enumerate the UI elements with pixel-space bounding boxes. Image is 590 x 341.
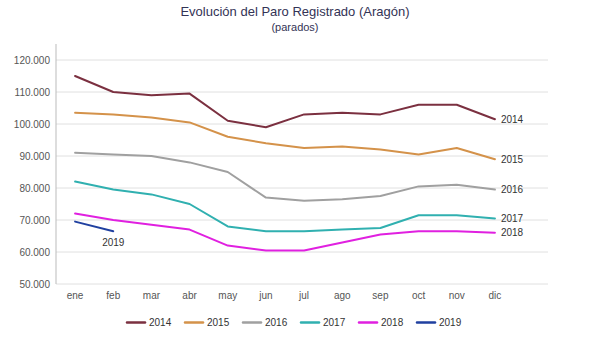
legend-label: 2017 — [323, 317, 346, 328]
grid-line — [56, 252, 548, 253]
y-tick-label: 50.000 — [19, 279, 50, 290]
y-tick-label: 70.000 — [19, 215, 50, 226]
annotation: 2017 — [501, 213, 524, 224]
x-tick-label: ene — [67, 290, 84, 301]
x-tick-label: jul — [298, 290, 309, 301]
series-line — [75, 222, 113, 232]
legend: 2014 2015 2016 2017 2018 2019 — [127, 317, 462, 328]
x-tick-label: feb — [106, 290, 120, 301]
legend-swatch — [243, 321, 261, 324]
legend-label: 2014 — [149, 317, 172, 328]
annotation: 2014 — [501, 114, 524, 125]
y-tick-label: 110.000 — [15, 87, 51, 98]
y-tick-label: 60.000 — [19, 247, 50, 258]
title: Evolución del Paro Registrado (Aragón) — [180, 4, 409, 19]
x-tick-label: mar — [143, 290, 161, 301]
y-tick-label: 80.000 — [19, 183, 50, 194]
x-tick-label: oct — [412, 290, 426, 301]
legend-label: 2016 — [265, 317, 288, 328]
legend-swatch — [185, 321, 203, 324]
legend-label: 2018 — [381, 317, 404, 328]
grid-line — [56, 124, 548, 125]
legend-swatch — [127, 321, 145, 324]
x-tick-label: nov — [449, 290, 465, 301]
grid — [56, 60, 548, 284]
legend-label: 2015 — [207, 317, 230, 328]
y-tick-label: 90.000 — [19, 151, 50, 162]
legend-swatch — [417, 321, 435, 324]
y-axis-line — [56, 44, 57, 284]
lines — [75, 76, 495, 250]
x-tick-label: sep — [372, 290, 389, 301]
y-tick-label: 120.000 — [14, 55, 51, 66]
legend-swatch — [301, 321, 319, 324]
series-line — [75, 113, 495, 159]
y-tick-label: 100.000 — [14, 119, 51, 130]
series-line — [75, 76, 495, 127]
annotation: 2018 — [501, 227, 524, 238]
background — [0, 0, 590, 341]
annotation: 2019 — [102, 237, 125, 248]
x-tick-label: ago — [334, 290, 351, 301]
annotation: 2016 — [501, 184, 524, 195]
x-tick-label: dic — [489, 290, 502, 301]
x-tick-label: jun — [258, 290, 272, 301]
grid-line — [56, 220, 548, 221]
legend-swatch — [359, 321, 377, 324]
grid-line — [56, 92, 548, 93]
annotation: 2015 — [501, 154, 524, 165]
chart: Evolución del Paro Registrado (Aragón) (p… — [0, 0, 590, 341]
grid-line — [56, 60, 548, 61]
subtitle: (parados) — [271, 21, 318, 33]
series-line — [75, 214, 495, 251]
x-tick-label: abr — [182, 290, 197, 301]
x-tick-label: may — [218, 290, 237, 301]
legend-label: 2019 — [439, 317, 462, 328]
grid-line — [56, 284, 548, 285]
